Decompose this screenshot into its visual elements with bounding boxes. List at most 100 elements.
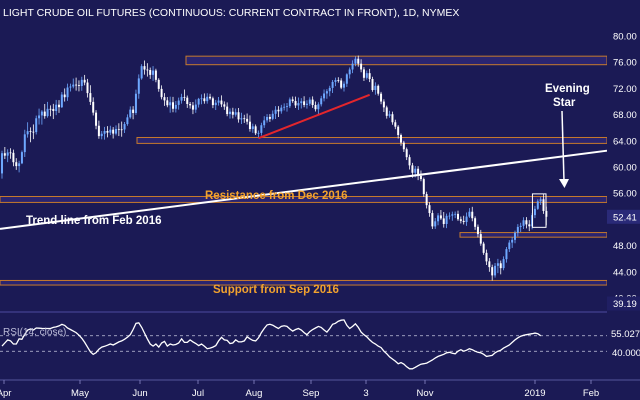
- candle-body: [126, 117, 129, 125]
- candle-body: [75, 84, 78, 86]
- candle-body: [9, 152, 12, 154]
- candle-body: [474, 218, 477, 227]
- candle-body: [123, 124, 126, 130]
- candle-body: [291, 99, 294, 102]
- candle-body: [89, 93, 92, 102]
- candle-body: [80, 79, 83, 87]
- candle-body: [220, 100, 223, 105]
- rsi-level-top: 55.0273: [611, 329, 640, 340]
- rsi-badge-top-bg: [608, 326, 640, 340]
- candle-body: [86, 82, 89, 94]
- candle-body: [514, 232, 516, 240]
- candle-body: [297, 103, 300, 106]
- candle-body: [83, 79, 86, 83]
- candle-body: [115, 128, 117, 134]
- candle-body: [496, 263, 499, 266]
- candle-body: [494, 265, 497, 276]
- candle-body: [511, 239, 514, 243]
- candle-body: [254, 126, 257, 134]
- candlesticks: [1, 55, 548, 281]
- candle-body: [149, 70, 152, 75]
- candle-body: [3, 153, 6, 156]
- candle-body: [186, 97, 189, 104]
- candle-body: [522, 220, 525, 226]
- candle-body: [226, 106, 229, 115]
- candle-body: [189, 103, 192, 106]
- candle-body: [169, 102, 172, 106]
- candle-body: [380, 93, 383, 102]
- candle-body: [20, 152, 23, 164]
- candle-body: [223, 104, 226, 107]
- candle-body: [217, 100, 220, 103]
- candle-body: [26, 131, 29, 135]
- candle-body: [58, 104, 60, 108]
- candle-body: [337, 80, 340, 81]
- candle-body: [166, 100, 169, 106]
- y-tick-label: 52.41: [613, 212, 637, 223]
- candle-body: [268, 116, 271, 119]
- candle-body: [457, 213, 459, 220]
- candle-body: [405, 149, 408, 158]
- candle-body: [106, 130, 109, 133]
- y-tick-label: 56.00: [613, 189, 637, 200]
- rsi-panel: [0, 319, 607, 370]
- y-tick-label: 60.00: [613, 163, 637, 174]
- candle-body: [528, 224, 531, 227]
- candle-body: [200, 98, 203, 100]
- candle-body: [6, 152, 9, 156]
- candle-body: [325, 91, 328, 94]
- candle-body: [377, 85, 380, 94]
- candle-body: [229, 111, 231, 115]
- candle-body: [462, 220, 465, 223]
- candle-body: [12, 152, 15, 163]
- candle-body: [303, 101, 306, 105]
- candle-body: [172, 102, 174, 109]
- candle-body: [154, 70, 157, 80]
- x-tick-label: Nov: [417, 388, 434, 399]
- candle-body: [479, 234, 482, 244]
- candle-body: [476, 226, 479, 235]
- candle-body: [536, 201, 539, 209]
- y-tick-label: 48.00: [613, 241, 637, 252]
- candle-body: [502, 259, 505, 269]
- candle-body: [103, 130, 106, 134]
- candle-body: [243, 118, 246, 120]
- candle-body: [340, 80, 343, 88]
- candle-body: [419, 175, 422, 180]
- candle-body: [46, 108, 49, 117]
- candle-body: [152, 70, 155, 75]
- candle-body: [422, 179, 425, 195]
- x-tick-label: Aug: [246, 388, 263, 399]
- rsi-level-bottom: 40.0000: [612, 348, 640, 359]
- zone-0: [185, 55, 608, 66]
- candle-body: [400, 135, 402, 143]
- time-axis: Apr May Jun Jul Aug Sep 3 Nov 2019 Feb: [0, 379, 640, 399]
- candle-body: [491, 267, 494, 276]
- candle-body: [283, 106, 286, 108]
- candle-body: [266, 116, 269, 121]
- candle-body: [343, 83, 345, 88]
- zone-3: [459, 232, 608, 238]
- candle-body: [360, 63, 363, 70]
- zone-1: [136, 136, 608, 144]
- candle-body: [97, 125, 100, 137]
- annotation-resistance: Resistance from Dec 2016: [205, 190, 348, 202]
- candle-body: [263, 120, 266, 126]
- candle-body: [311, 99, 314, 106]
- candle-body: [274, 109, 277, 114]
- candle-body: [357, 58, 360, 64]
- candle-body: [234, 112, 237, 115]
- candle-body: [391, 114, 394, 123]
- candle-body: [183, 96, 186, 98]
- candle-body: [437, 215, 440, 222]
- candle-body: [260, 125, 263, 133]
- candle-body: [43, 111, 46, 117]
- candle-body: [454, 213, 457, 215]
- candle-body: [382, 101, 385, 108]
- x-tick-label: May: [71, 388, 89, 399]
- candle-body: [414, 168, 417, 173]
- rsi-label: RSI(14, close): [3, 327, 66, 338]
- candle-body: [1, 153, 3, 174]
- candle-body: [539, 199, 542, 202]
